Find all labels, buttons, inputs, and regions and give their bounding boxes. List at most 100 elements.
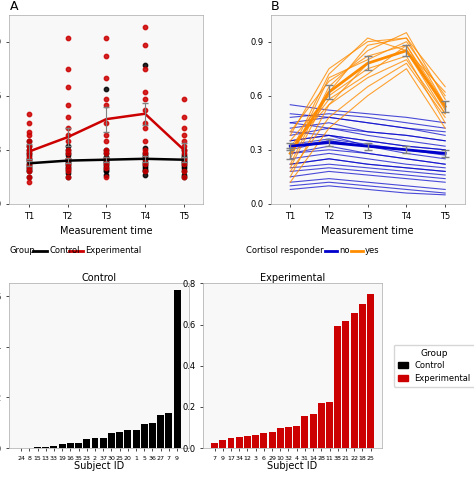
Point bbox=[64, 162, 72, 170]
Point bbox=[64, 173, 72, 181]
Point bbox=[141, 41, 149, 49]
Point bbox=[64, 65, 72, 73]
Point bbox=[102, 131, 110, 139]
Point bbox=[141, 155, 149, 163]
Point bbox=[25, 110, 33, 118]
Bar bbox=[100, 438, 107, 448]
Point bbox=[180, 131, 188, 139]
Point bbox=[141, 168, 149, 175]
Point bbox=[102, 74, 110, 82]
Point bbox=[180, 164, 188, 172]
Bar bbox=[116, 431, 123, 448]
Point bbox=[141, 61, 149, 69]
Point bbox=[180, 173, 188, 181]
Point bbox=[102, 171, 110, 179]
Point bbox=[64, 150, 72, 157]
Point bbox=[180, 168, 188, 175]
Point bbox=[64, 169, 72, 177]
Point bbox=[141, 164, 149, 172]
Point bbox=[102, 162, 110, 170]
Point bbox=[102, 52, 110, 60]
Point bbox=[64, 168, 72, 175]
Point bbox=[25, 162, 33, 170]
Text: Group: Group bbox=[9, 246, 35, 255]
Point bbox=[141, 151, 149, 159]
Text: B: B bbox=[271, 0, 280, 14]
Point bbox=[102, 166, 110, 173]
Point bbox=[180, 146, 188, 154]
Point bbox=[141, 88, 149, 96]
X-axis label: Subject ID: Subject ID bbox=[74, 461, 124, 470]
Point bbox=[141, 166, 149, 173]
Point bbox=[102, 150, 110, 157]
Point bbox=[141, 150, 149, 157]
Point bbox=[25, 178, 33, 186]
Point bbox=[64, 142, 72, 150]
Point bbox=[25, 173, 33, 181]
Point bbox=[25, 146, 33, 154]
Point bbox=[25, 142, 33, 150]
Point bbox=[25, 153, 33, 161]
Point bbox=[64, 83, 72, 91]
Bar bbox=[310, 414, 317, 448]
Point bbox=[102, 155, 110, 163]
Point bbox=[141, 119, 149, 127]
Point bbox=[64, 113, 72, 121]
Point bbox=[25, 150, 33, 157]
Point bbox=[102, 160, 110, 168]
Point bbox=[180, 173, 188, 181]
Point bbox=[180, 155, 188, 163]
Bar bbox=[260, 432, 267, 448]
Point bbox=[25, 128, 33, 136]
Bar bbox=[165, 412, 173, 448]
Bar bbox=[108, 433, 115, 448]
Point bbox=[141, 160, 149, 168]
Text: Control: Control bbox=[50, 246, 80, 255]
Point bbox=[180, 113, 188, 121]
X-axis label: Measurement time: Measurement time bbox=[321, 226, 414, 236]
Point bbox=[102, 164, 110, 172]
Bar bbox=[141, 424, 148, 448]
Bar bbox=[50, 446, 57, 448]
X-axis label: Measurement time: Measurement time bbox=[60, 226, 153, 236]
Bar bbox=[269, 431, 275, 448]
Bar bbox=[326, 402, 333, 448]
Point bbox=[25, 155, 33, 163]
Point bbox=[102, 137, 110, 145]
Point bbox=[25, 157, 33, 165]
Point bbox=[64, 137, 72, 145]
Point bbox=[141, 137, 149, 145]
Point bbox=[64, 34, 72, 42]
Point bbox=[64, 146, 72, 154]
Point bbox=[25, 168, 33, 175]
Point bbox=[141, 162, 149, 170]
Bar bbox=[228, 438, 235, 448]
Point bbox=[64, 164, 72, 172]
Bar bbox=[157, 415, 164, 448]
Bar bbox=[83, 439, 90, 448]
Bar bbox=[301, 416, 309, 448]
Point bbox=[102, 168, 110, 175]
Point bbox=[25, 164, 33, 172]
Point bbox=[25, 137, 33, 145]
Bar bbox=[211, 443, 218, 448]
Point bbox=[25, 146, 33, 154]
Point bbox=[64, 146, 72, 154]
Point bbox=[180, 146, 188, 154]
Point bbox=[180, 162, 188, 170]
Point bbox=[180, 171, 188, 179]
Legend: Control, Experimental: Control, Experimental bbox=[394, 345, 474, 387]
Point bbox=[25, 151, 33, 159]
Point bbox=[180, 157, 188, 165]
Point bbox=[141, 23, 149, 31]
Bar bbox=[67, 444, 74, 448]
Bar bbox=[367, 294, 374, 448]
Point bbox=[141, 146, 149, 154]
Point bbox=[180, 95, 188, 103]
Text: yes: yes bbox=[365, 246, 380, 255]
Point bbox=[180, 158, 188, 166]
Point bbox=[64, 150, 72, 157]
Bar bbox=[173, 290, 181, 448]
Bar bbox=[59, 444, 66, 448]
Point bbox=[64, 124, 72, 132]
